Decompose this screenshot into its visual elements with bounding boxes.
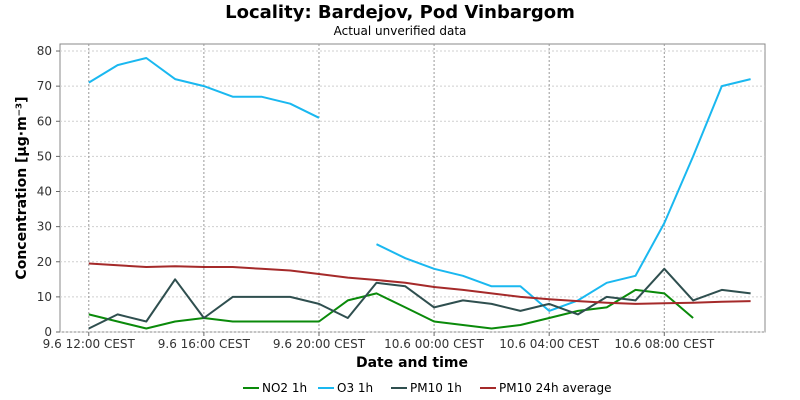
- series-pm10-24h-average: [88, 262, 751, 305]
- y-tick-label: 0: [44, 325, 52, 339]
- y-axis-ticks: 0 10 20 30 40 50 60 70 80: [37, 44, 60, 339]
- y-axis-label: Concentration [µg·m⁻³]: [14, 96, 30, 279]
- x-tick-label: 10.6 04:00 CEST: [499, 337, 600, 351]
- series-line-o3-1h: [88, 57, 320, 119]
- x-tick-label: 9.6 12:00 CEST: [43, 337, 136, 351]
- legend-item-pm10-24h-average: PM10 24h average: [480, 381, 612, 395]
- series-no2-1h: [88, 288, 694, 330]
- legend-label: O3 1h: [337, 381, 373, 395]
- y-tick-label: 40: [37, 185, 52, 199]
- series-pm10-1h: [88, 267, 751, 330]
- x-axis-label: Date and time: [356, 355, 468, 371]
- legend-label: PM10 1h: [410, 381, 462, 395]
- x-tick-label: 9.6 16:00 CEST: [158, 337, 251, 351]
- series-line-pm10-24h-average: [88, 262, 751, 305]
- y-gridlines: [60, 50, 765, 333]
- x-gridlines: [88, 44, 665, 332]
- y-tick-label: 60: [37, 114, 52, 128]
- x-tick-label: 10.6 08:00 CEST: [614, 337, 715, 351]
- chart-subtitle: Actual unverified data: [334, 24, 467, 38]
- plot-area: [59, 43, 766, 333]
- y-tick-label: 80: [37, 44, 52, 58]
- legend-label: NO2 1h: [262, 381, 307, 395]
- x-axis-ticks: 9.6 12:00 CEST 9.6 16:00 CEST 9.6 20:00 CE…: [43, 332, 715, 351]
- y-tick-label: 30: [37, 220, 52, 234]
- series-o3-1h: [88, 57, 751, 312]
- legend-item-pm10-1h: PM10 1h: [391, 381, 462, 395]
- series-layer: [88, 57, 751, 330]
- series-line-pm10-1h: [88, 267, 751, 330]
- x-tick-label: 10.6 00:00 CEST: [384, 337, 485, 351]
- legend-item-no2-1h: NO2 1h: [243, 381, 307, 395]
- y-tick-label: 50: [37, 149, 52, 163]
- series-line-o3-1h: [376, 78, 751, 312]
- x-tick-label: 9.6 20:00 CEST: [273, 337, 366, 351]
- legend: NO2 1h O3 1h PM10 1h PM10 24h average: [243, 381, 612, 395]
- legend-label: PM10 24h average: [499, 381, 612, 395]
- y-tick-label: 20: [37, 255, 52, 269]
- y-tick-label: 10: [37, 290, 52, 304]
- legend-item-o3-1h: O3 1h: [318, 381, 373, 395]
- y-tick-label: 70: [37, 79, 52, 93]
- chart-title: Locality: Bardejov, Pod Vinbargom: [225, 2, 575, 23]
- series-line-no2-1h: [88, 288, 694, 330]
